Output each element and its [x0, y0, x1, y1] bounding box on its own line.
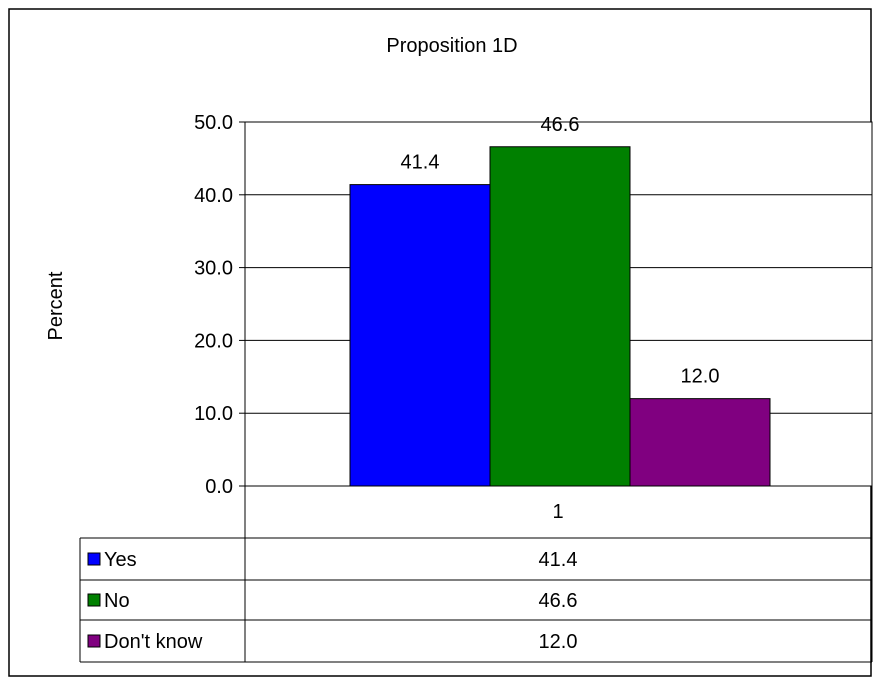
y-tick-label: 10.0 — [194, 403, 233, 425]
y-axis-label: Percent — [45, 271, 67, 340]
y-axis-ticks: 0.0 10.0 20.0 30.0 40.0 50.0 — [194, 112, 245, 498]
bar-no — [489, 146, 631, 487]
data-table: 1 Yes 41.4 No 46.6 Don't know 12.0 — [79, 486, 873, 663]
data-label: 41.4 — [401, 152, 440, 174]
bar-yes — [349, 184, 491, 487]
bars — [349, 146, 771, 487]
y-tick-label: 30.0 — [194, 258, 233, 280]
y-tick-label: 50.0 — [194, 112, 233, 134]
bar-don-t-know — [629, 398, 771, 487]
data-labels: 41.4 46.6 12.0 — [401, 114, 720, 388]
data-label: 46.6 — [541, 114, 580, 136]
chart-title: Proposition 1D — [386, 35, 517, 57]
category-label: 1 — [552, 501, 563, 523]
table-value: 46.6 — [539, 590, 578, 612]
legend-label: Yes — [104, 549, 137, 571]
y-tick-label: 40.0 — [194, 185, 233, 207]
legend-label: No — [104, 590, 130, 612]
legend-key — [87, 552, 101, 566]
legend-key — [87, 593, 101, 607]
legend-key — [87, 634, 101, 648]
y-tick-label: 20.0 — [194, 330, 233, 352]
table-value: 41.4 — [539, 549, 578, 571]
data-label: 12.0 — [681, 366, 720, 388]
legend-label: Don't know — [104, 631, 203, 653]
table-value: 12.0 — [539, 631, 578, 653]
y-tick-label: 0.0 — [205, 476, 233, 498]
